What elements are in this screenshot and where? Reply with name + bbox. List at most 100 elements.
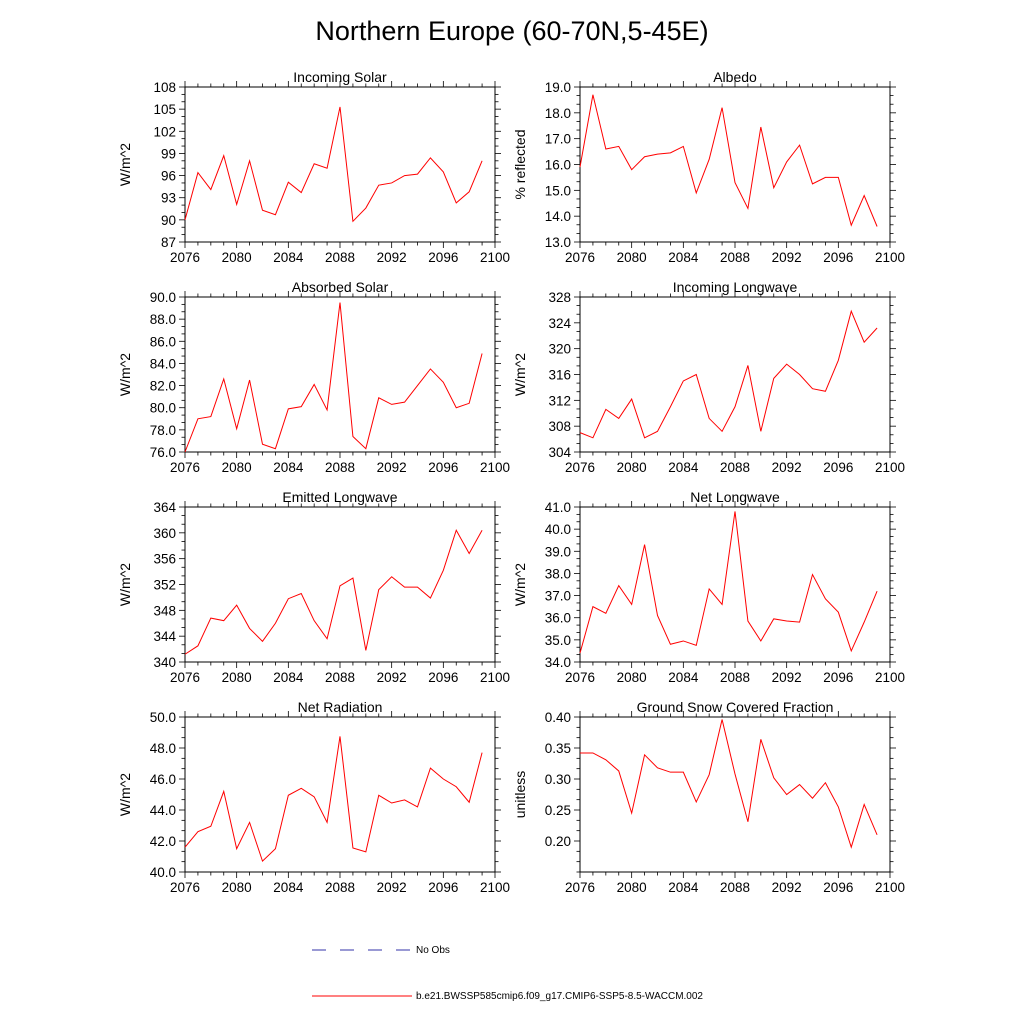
emitted-longwave-ytick-label: 340 — [153, 655, 176, 670]
absorbed-solar-xtick-label: 2084 — [273, 460, 304, 475]
absorbed-solar-ytick-label: 88.0 — [150, 312, 176, 327]
albedo-xtick-label: 2096 — [823, 250, 853, 265]
incoming-longwave-xtick-label: 2080 — [617, 460, 647, 475]
net-longwave-plot-frame — [579, 506, 891, 663]
emitted-longwave-xtick-label: 2076 — [170, 670, 200, 685]
albedo-ytick-label: 15.0 — [545, 183, 571, 198]
emitted-longwave-ytick-label: 364 — [153, 500, 176, 515]
albedo-xtick-label: 2080 — [617, 250, 647, 265]
net-radiation-series-line-0 — [184, 736, 483, 863]
emitted-longwave-ytick-label: 348 — [153, 603, 176, 618]
incoming-longwave-xtick-label: 2088 — [720, 460, 750, 475]
net-longwave-ytick-label: 37.0 — [545, 589, 571, 604]
net-radiation-xtick-label: 2092 — [377, 880, 407, 895]
emitted-longwave-yticks: 340 344 348 352 356 360 364 — [153, 500, 501, 670]
emitted-longwave-series-line-0 — [184, 529, 483, 655]
incoming-solar-xtick-label: 2076 — [170, 250, 200, 265]
albedo-title: Albedo — [713, 69, 757, 85]
incoming-solar-ytick-label: 90 — [161, 213, 176, 228]
net-longwave-ytick-label: 38.0 — [545, 566, 571, 581]
incoming-solar-xtick-label: 2084 — [273, 250, 304, 265]
ground-snow-covered-fraction-xtick-label: 2076 — [565, 880, 595, 895]
absorbed-solar-ytick-label: 82.0 — [150, 379, 176, 394]
absorbed-solar-xtick-label: 2076 — [170, 460, 200, 475]
incoming-solar-xtick-label: 2088 — [325, 250, 355, 265]
incoming-solar-yticks: 87 90 93 96 99 102 105 108 — [153, 80, 501, 250]
incoming-solar-ytick-label: 105 — [153, 102, 176, 117]
ground-snow-covered-fraction-plot-frame — [579, 716, 891, 873]
incoming-longwave-xticks: 2076 2080 2084 2088 2092 2096 2100 — [565, 291, 905, 475]
albedo-yticks: 13.0 14.0 15.0 16.0 17.0 18.0 19.0 — [545, 80, 896, 250]
albedo-ytick-label: 16.0 — [545, 158, 571, 173]
ground-snow-covered-fraction-ytick-label: 0.25 — [545, 803, 571, 818]
net-radiation-ytick-label: 42.0 — [150, 834, 176, 849]
incoming-longwave-ytick-label: 308 — [548, 419, 571, 434]
albedo-ytick-label: 13.0 — [545, 235, 571, 250]
emitted-longwave-xticks: 2076 2080 2084 2088 2092 2096 2100 — [170, 501, 510, 685]
net-longwave-ylabel: W/m^2 — [512, 563, 528, 606]
absorbed-solar-ylabel: W/m^2 — [117, 353, 133, 396]
incoming-longwave-ytick-label: 320 — [548, 342, 571, 357]
incoming-solar-ytick-label: 102 — [153, 124, 176, 139]
absorbed-solar-ytick-label: 78.0 — [150, 423, 176, 438]
net-radiation-ylabel: W/m^2 — [117, 773, 133, 816]
emitted-longwave-xtick-label: 2088 — [325, 670, 355, 685]
incoming-solar-xtick-label: 2080 — [222, 250, 252, 265]
incoming-longwave-xtick-label: 2096 — [823, 460, 853, 475]
emitted-longwave-ytick-label: 352 — [153, 578, 176, 593]
emitted-longwave-ytick-label: 356 — [153, 552, 176, 567]
albedo-ytick-label: 18.0 — [545, 106, 571, 121]
emitted-longwave-title: Emitted Longwave — [282, 489, 397, 505]
incoming-longwave-ytick-label: 312 — [548, 393, 571, 408]
net-radiation-xticks: 2076 2080 2084 2088 2092 2096 2100 — [170, 711, 510, 895]
emitted-longwave-xtick-label: 2096 — [428, 670, 458, 685]
net-radiation-xtick-label: 2088 — [325, 880, 355, 895]
net-radiation-ytick-label: 48.0 — [150, 741, 176, 756]
absorbed-solar-xtick-label: 2088 — [325, 460, 355, 475]
net-longwave-title: Net Longwave — [690, 489, 780, 505]
ground-snow-covered-fraction-xtick-label: 2080 — [617, 880, 647, 895]
net-longwave-ytick-label: 36.0 — [545, 611, 571, 626]
albedo-xtick-label: 2084 — [668, 250, 699, 265]
panel-emitted-longwave: Emitted Longwave W/m^2 2076 2080 2084 2088 209… — [117, 489, 510, 685]
incoming-solar-ytick-label: 96 — [161, 169, 176, 184]
legend-model-label: b.e21.BWSSP585cmip6.f09_g17.CMIP6-SSP5-8… — [416, 991, 703, 1002]
net-longwave-ytick-label: 41.0 — [545, 500, 571, 515]
incoming-longwave-ytick-label: 324 — [548, 316, 571, 331]
incoming-solar-xtick-label: 2100 — [480, 250, 510, 265]
net-radiation-xtick-label: 2084 — [273, 880, 304, 895]
net-longwave-xtick-label: 2080 — [617, 670, 647, 685]
emitted-longwave-xtick-label: 2080 — [222, 670, 252, 685]
absorbed-solar-xticks: 2076 2080 2084 2088 2092 2096 2100 — [170, 291, 510, 475]
net-radiation-xtick-label: 2080 — [222, 880, 252, 895]
ground-snow-covered-fraction-xticks: 2076 2080 2084 2088 2092 2096 2100 — [565, 711, 905, 895]
absorbed-solar-xtick-label: 2080 — [222, 460, 252, 475]
ground-snow-covered-fraction-ylabel: unitless — [512, 771, 528, 818]
incoming-solar-series-line-0 — [184, 106, 483, 223]
albedo-xtick-label: 2100 — [875, 250, 905, 265]
net-longwave-xtick-label: 2092 — [772, 670, 802, 685]
absorbed-solar-ytick-label: 80.0 — [150, 401, 176, 416]
albedo-series-line-0 — [579, 94, 878, 227]
absorbed-solar-ytick-label: 76.0 — [150, 445, 176, 460]
net-longwave-xtick-label: 2096 — [823, 670, 853, 685]
ground-snow-covered-fraction-xtick-label: 2084 — [668, 880, 699, 895]
absorbed-solar-ytick-label: 86.0 — [150, 334, 176, 349]
absorbed-solar-yticks: 76.0 78.0 80.0 82.0 84.0 86.0 88.0 90.0 — [150, 290, 501, 460]
net-longwave-ytick-label: 40.0 — [545, 522, 571, 537]
net-longwave-xticks: 2076 2080 2084 2088 2092 2096 2100 — [565, 501, 905, 685]
ground-snow-covered-fraction-ytick-label: 0.40 — [545, 710, 571, 725]
net-radiation-xtick-label: 2100 — [480, 880, 510, 895]
incoming-solar-ytick-label: 87 — [161, 235, 176, 250]
incoming-solar-ytick-label: 108 — [153, 80, 176, 95]
absorbed-solar-plot-frame — [184, 296, 496, 453]
net-radiation-ytick-label: 46.0 — [150, 772, 176, 787]
albedo-xticks: 2076 2080 2084 2088 2092 2096 2100 — [565, 81, 905, 265]
net-longwave-ytick-label: 34.0 — [545, 655, 571, 670]
panel-albedo: Albedo % reflected 2076 2080 2084 2088 2092 209… — [512, 69, 905, 265]
